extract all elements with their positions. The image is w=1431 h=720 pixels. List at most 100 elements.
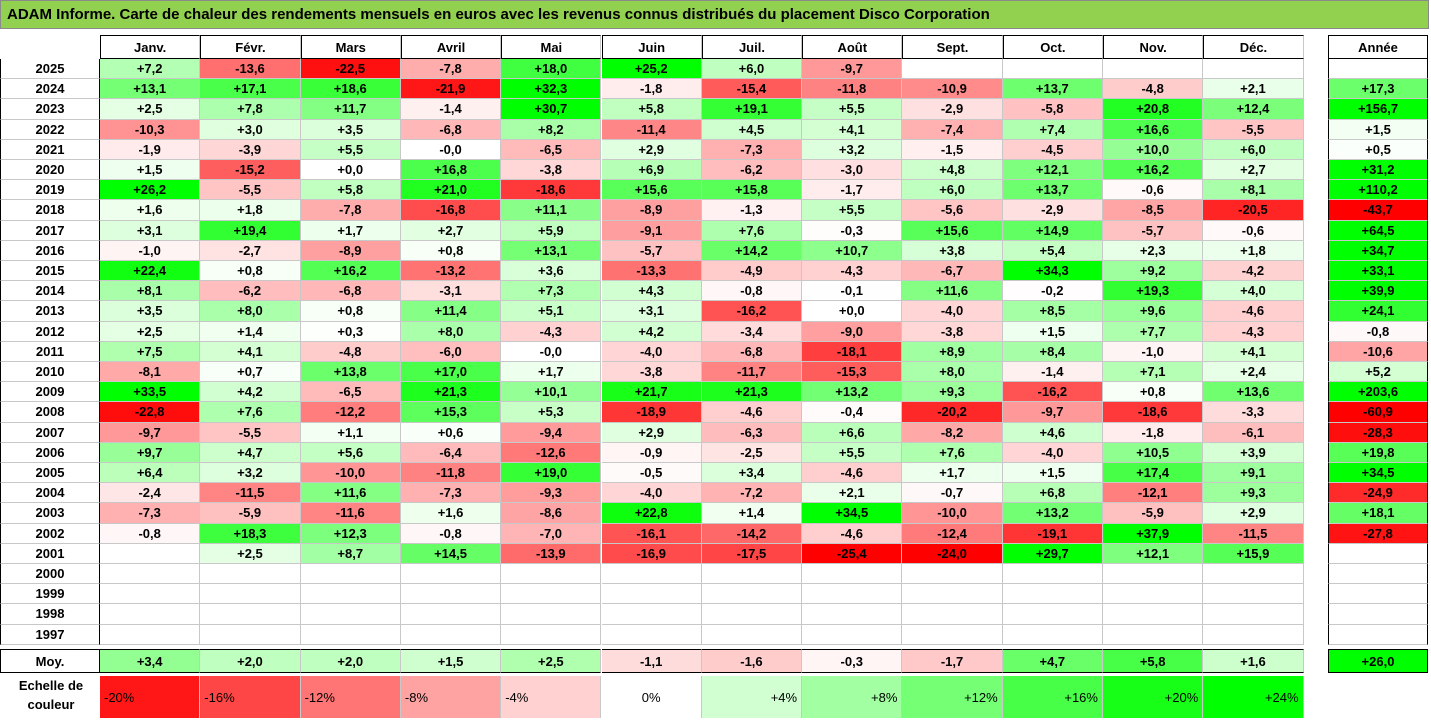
heatmap-cell: +5,5	[802, 200, 903, 221]
heatmap-cell: -5,5	[1203, 119, 1304, 140]
heatmap-cell: +34,3	[1002, 261, 1103, 282]
heatmap-cell	[501, 584, 602, 605]
heatmap-cell	[1103, 584, 1204, 605]
heatmap-cell	[1203, 584, 1304, 605]
heatmap-cell: +6,0	[701, 59, 803, 80]
heatmap-cell: -3,8	[501, 160, 602, 181]
heatmap-cell: -3,1	[400, 281, 502, 302]
heatmap-cell	[300, 584, 401, 605]
average-cell: +1,6	[1203, 648, 1304, 673]
heatmap-cell: -8,5	[1103, 200, 1204, 221]
heatmap-cell: +8,0	[400, 321, 502, 342]
heatmap-cell: +7,3	[501, 281, 602, 302]
heatmap-cell: +4,1	[802, 119, 903, 140]
heatmap-cell: +3,1	[601, 301, 702, 322]
heatmap-cell: +1,5	[1002, 463, 1103, 484]
average-cell: +2,0	[200, 648, 301, 673]
chart-title: ADAM Informe. Carte de chaleur des rende…	[0, 0, 1429, 29]
heatmap-cell: +15,9	[1203, 543, 1304, 564]
heatmap-cell: -6,5	[501, 139, 602, 160]
heatmap-cell	[1203, 604, 1304, 625]
month-header: Sept.	[902, 35, 1003, 59]
heatmap-cell: -11,6	[300, 503, 401, 524]
heatmap-cell: +2,5	[200, 543, 301, 564]
heatmap-cell: +6,0	[902, 180, 1003, 201]
heatmap-cell: -1,7	[802, 180, 903, 201]
heatmap-cell: +32,3	[501, 79, 602, 100]
month-header: Août	[802, 35, 903, 59]
heatmap-cell: +29,7	[1002, 543, 1103, 564]
heatmap-cell: +9,7	[100, 442, 201, 463]
heatmap-cell: -22,5	[300, 59, 401, 80]
heatmap-cell: -18,6	[1103, 402, 1204, 423]
heatmap-cell: +18,3	[200, 523, 301, 544]
heatmap-cell	[200, 604, 301, 625]
heatmap-cell: -6,7	[902, 261, 1003, 282]
heatmap-cell: +7,6	[200, 402, 301, 423]
heatmap-cell: -1,3	[701, 200, 803, 221]
heatmap-cell: +8,1	[100, 281, 201, 302]
heatmap-cell: -3,8	[902, 321, 1003, 342]
year-label: 2023	[0, 99, 100, 120]
heatmap-cell: -7,3	[100, 503, 201, 524]
heatmap-cell: +3,0	[200, 119, 301, 140]
year-label: 2011	[0, 341, 100, 362]
heatmap-cell: +7,5	[100, 341, 201, 362]
heatmap-cell	[1203, 59, 1304, 80]
heatmap-cell	[601, 564, 702, 585]
heatmap-cell: -0,8	[701, 281, 803, 302]
heatmap-cell: +2,7	[1203, 160, 1304, 181]
heatmap-cell: +16,2	[300, 261, 401, 282]
heatmap-cell: +0,6	[400, 422, 502, 443]
heatmap-cell	[701, 604, 803, 625]
heatmap-cell: +3,4	[701, 463, 803, 484]
annual-cell: +31,2	[1328, 160, 1428, 181]
month-header: Nov.	[1103, 35, 1204, 59]
annual-cell	[1328, 564, 1428, 585]
annual-cell: +1,5	[1328, 119, 1428, 140]
heatmap-cell: +10,1	[501, 382, 602, 403]
heatmap-cell: +13,7	[1002, 79, 1103, 100]
heatmap-cell	[1103, 59, 1204, 80]
heatmap-cell: -2,4	[100, 483, 201, 504]
heatmap-cell: +6,8	[1002, 483, 1103, 504]
heatmap-cell: +1,8	[1203, 240, 1304, 261]
year-label: 2013	[0, 301, 100, 322]
heatmap-cell: +10,0	[1103, 139, 1204, 160]
heatmap-cell: -3,0	[802, 160, 903, 181]
month-header: Juil.	[701, 35, 803, 59]
heatmap-cell: -0,5	[601, 463, 702, 484]
heatmap-cell: -16,9	[601, 543, 702, 564]
heatmap-cell: +1,1	[300, 422, 401, 443]
heatmap-cell: -8,9	[300, 240, 401, 261]
heatmap-cell: -0,6	[1203, 220, 1304, 241]
heatmap-cell: -9,7	[100, 422, 201, 443]
year-label: 2016	[0, 240, 100, 261]
heatmap-cell: -4,0	[601, 341, 702, 362]
heatmap-cell: +1,5	[100, 160, 201, 181]
heatmap-cell: +22,4	[100, 261, 201, 282]
heatmap-cell: +13,1	[501, 240, 602, 261]
year-label: 2001	[0, 543, 100, 564]
heatmap-cell	[701, 584, 803, 605]
heatmap-cell: +14,9	[1002, 220, 1103, 241]
annual-cell: -24,9	[1328, 483, 1428, 504]
heatmap-cell: -9,7	[802, 59, 903, 80]
year-label: 1997	[0, 624, 100, 645]
color-scale-step: -20%	[100, 676, 201, 718]
heatmap-cell: +15,6	[601, 180, 702, 201]
heatmap-cell: +5,8	[300, 180, 401, 201]
color-scale-step: +24%	[1203, 676, 1304, 718]
heatmap-cell: -0,3	[802, 220, 903, 241]
heatmap-cell: -5,7	[601, 240, 702, 261]
heatmap-cell	[802, 604, 903, 625]
heatmap-cell: -9,1	[601, 220, 702, 241]
heatmap-cell	[200, 624, 301, 645]
heatmap-cell	[902, 564, 1003, 585]
heatmap-cell: -0,4	[802, 402, 903, 423]
heatmap-cell: -1,9	[100, 139, 201, 160]
year-label: 2010	[0, 362, 100, 383]
heatmap-cell: -15,3	[802, 362, 903, 383]
heatmap-cell: -6,3	[701, 422, 803, 443]
heatmap-cell: -6,8	[701, 341, 803, 362]
